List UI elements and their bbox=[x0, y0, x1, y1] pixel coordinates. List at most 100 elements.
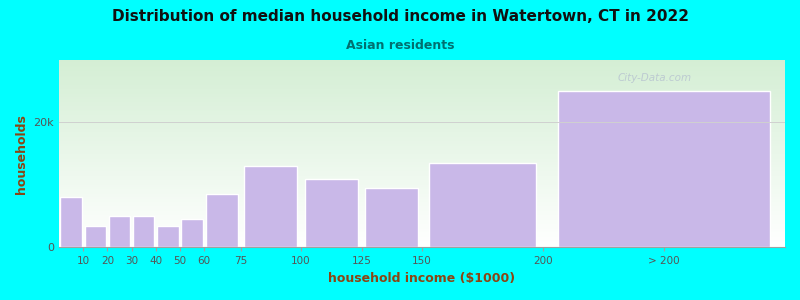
Bar bbox=[59, 158, 785, 159]
Bar bbox=[244, 166, 298, 248]
Bar bbox=[59, 176, 785, 177]
Bar bbox=[59, 124, 785, 125]
Bar bbox=[59, 192, 785, 194]
Bar bbox=[59, 191, 785, 192]
Bar bbox=[59, 196, 785, 197]
Bar bbox=[59, 177, 785, 179]
Bar bbox=[59, 240, 785, 241]
Bar bbox=[59, 65, 785, 66]
Bar bbox=[158, 226, 178, 247]
Bar bbox=[59, 161, 785, 163]
Bar bbox=[59, 85, 785, 86]
Bar bbox=[305, 179, 358, 247]
Bar bbox=[59, 111, 785, 112]
Bar bbox=[59, 134, 785, 135]
Bar bbox=[59, 222, 785, 224]
Bar bbox=[59, 149, 785, 150]
Y-axis label: households: households bbox=[15, 114, 28, 194]
Bar bbox=[59, 210, 785, 211]
Bar bbox=[59, 142, 785, 144]
Bar bbox=[59, 246, 785, 247]
Bar bbox=[59, 98, 785, 99]
Bar bbox=[59, 163, 785, 164]
Text: City-Data.com: City-Data.com bbox=[618, 73, 692, 83]
Bar bbox=[59, 241, 785, 242]
Bar bbox=[59, 229, 785, 230]
Bar bbox=[59, 218, 785, 219]
Bar bbox=[59, 225, 785, 226]
Bar bbox=[59, 130, 785, 131]
Bar bbox=[59, 135, 785, 136]
Bar bbox=[59, 137, 785, 139]
Bar bbox=[59, 206, 785, 207]
Bar bbox=[59, 209, 785, 210]
Bar bbox=[59, 82, 785, 84]
Bar bbox=[59, 120, 785, 121]
Bar bbox=[59, 165, 785, 166]
Bar bbox=[59, 125, 785, 126]
Bar bbox=[182, 219, 202, 247]
Bar bbox=[59, 180, 785, 181]
Bar bbox=[59, 227, 785, 229]
Bar bbox=[365, 188, 418, 247]
Bar bbox=[59, 231, 785, 232]
Bar bbox=[59, 116, 785, 118]
Bar bbox=[59, 86, 785, 88]
Bar bbox=[59, 129, 785, 130]
Bar bbox=[59, 185, 785, 186]
Bar bbox=[59, 172, 785, 174]
Bar bbox=[59, 244, 785, 245]
Bar bbox=[59, 186, 785, 188]
Bar bbox=[206, 194, 238, 248]
Bar bbox=[59, 77, 785, 79]
Bar bbox=[558, 91, 770, 248]
Bar bbox=[59, 145, 785, 146]
Bar bbox=[59, 216, 785, 217]
Bar bbox=[59, 119, 785, 120]
Bar bbox=[59, 167, 785, 169]
Bar bbox=[59, 182, 785, 184]
Bar bbox=[59, 68, 785, 69]
Bar bbox=[59, 60, 785, 61]
Bar bbox=[59, 188, 785, 189]
Bar bbox=[59, 150, 785, 151]
Bar bbox=[59, 239, 785, 240]
Bar bbox=[59, 146, 785, 148]
Bar bbox=[59, 211, 785, 212]
Bar bbox=[59, 71, 785, 73]
Bar bbox=[59, 219, 785, 220]
Bar bbox=[59, 106, 785, 107]
Bar bbox=[59, 221, 785, 222]
Bar bbox=[59, 170, 785, 171]
Bar bbox=[59, 195, 785, 196]
Bar bbox=[59, 156, 785, 158]
Bar bbox=[85, 226, 106, 247]
Bar bbox=[59, 140, 785, 141]
Bar bbox=[59, 214, 785, 215]
Bar bbox=[59, 75, 785, 76]
Bar bbox=[59, 122, 785, 124]
Bar bbox=[59, 88, 785, 89]
Bar bbox=[109, 216, 130, 247]
Bar bbox=[59, 148, 785, 149]
Bar bbox=[59, 237, 785, 239]
Bar bbox=[59, 76, 785, 77]
Bar bbox=[59, 215, 785, 216]
Bar bbox=[59, 242, 785, 244]
Bar bbox=[59, 171, 785, 172]
Bar bbox=[59, 230, 785, 231]
Bar bbox=[59, 201, 785, 202]
Bar bbox=[59, 154, 785, 155]
Bar bbox=[59, 95, 785, 96]
Bar bbox=[59, 151, 785, 152]
Bar bbox=[59, 91, 785, 92]
Bar bbox=[59, 141, 785, 142]
Bar bbox=[59, 118, 785, 119]
Bar bbox=[59, 133, 785, 134]
Bar bbox=[59, 136, 785, 137]
Bar bbox=[59, 73, 785, 74]
Bar bbox=[59, 99, 785, 100]
Bar bbox=[59, 175, 785, 176]
Bar bbox=[59, 207, 785, 209]
Bar bbox=[59, 226, 785, 227]
